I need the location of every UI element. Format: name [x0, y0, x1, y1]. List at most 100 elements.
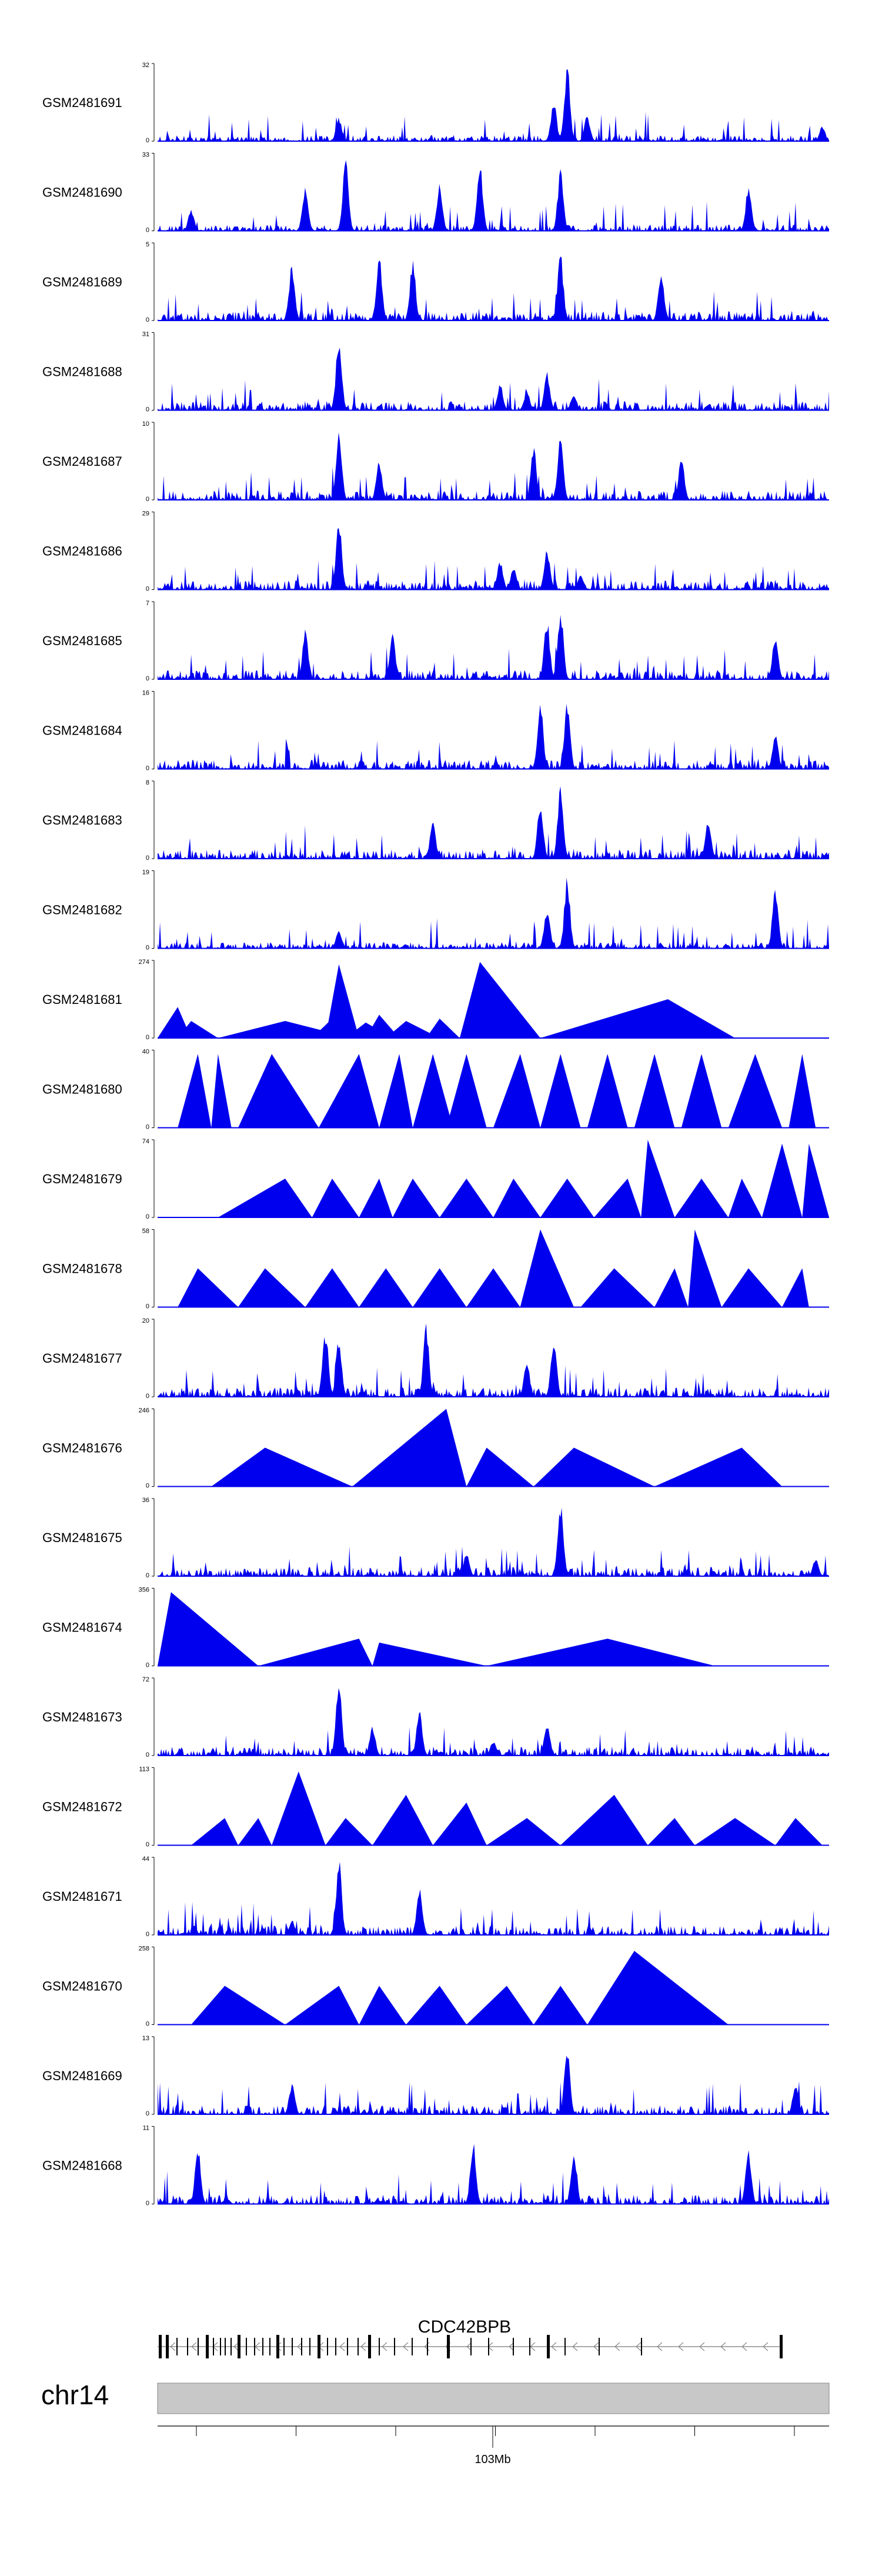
y-axis-min-label: 0	[146, 1841, 149, 1848]
y-axis-max-label: 7	[146, 600, 149, 607]
exon	[470, 2338, 472, 2355]
signal-region	[359, 1179, 393, 1217]
signal-region	[218, 1179, 312, 1217]
y-axis-max-label: 16	[142, 690, 149, 697]
strand-arrow	[339, 2342, 345, 2351]
exon	[335, 2338, 336, 2355]
y-axis-min-label: 0	[146, 675, 149, 682]
track-label: GSM2481677	[42, 1351, 122, 1366]
track-gsm2481669: GSM2481669 13 0	[42, 2035, 829, 2117]
exon	[187, 2338, 188, 2355]
signal-region	[641, 1140, 675, 1217]
track-label: GSM2481687	[42, 454, 122, 469]
exon	[269, 2338, 270, 2355]
y-axis-min-label: 0	[146, 316, 149, 323]
signal-area	[158, 69, 829, 141]
signal-region	[158, 1592, 259, 1666]
signal-area	[158, 1507, 829, 1576]
track-gsm2481689: GSM2481689 5 0	[42, 241, 829, 323]
y-axis-min-label: 0	[146, 1303, 149, 1310]
track-label: GSM2481682	[42, 903, 122, 917]
signal-region	[594, 1179, 642, 1217]
signal-region	[694, 1818, 776, 1846]
signal-region	[721, 1268, 783, 1307]
y-axis-max-label: 29	[142, 510, 149, 518]
track-label: GSM2481691	[42, 95, 122, 110]
strand-arrow	[191, 2342, 197, 2351]
strand-arrow	[551, 2342, 557, 2351]
signal-region	[412, 1268, 467, 1307]
strand-arrow	[699, 2342, 705, 2351]
track-gsm2481670: GSM2481670 258 0	[42, 1946, 829, 2028]
exon	[206, 2335, 209, 2358]
y-axis-max-label: 72	[142, 1676, 149, 1683]
signal-region	[466, 1447, 534, 1487]
exon	[301, 2338, 302, 2355]
strand-arrow	[763, 2342, 769, 2351]
gene-name-label: CDC42BPB	[418, 2317, 511, 2337]
exon	[254, 2338, 255, 2355]
signal-region	[533, 1447, 655, 1487]
track-gsm2481688: GSM2481688 31 0	[42, 331, 829, 413]
y-axis-max-label: 31	[142, 331, 149, 338]
exon	[529, 2338, 530, 2355]
signal-region	[446, 1054, 487, 1128]
track-label: GSM2481688	[42, 365, 122, 379]
signal-region	[520, 1229, 574, 1307]
exon	[379, 2338, 380, 2355]
signal-region	[372, 1794, 433, 1846]
track-gsm2481681: GSM2481681 274 0	[42, 959, 829, 1041]
y-axis-min-label: 0	[146, 1572, 149, 1579]
signal-region	[540, 1179, 594, 1217]
strand-arrow	[636, 2342, 642, 2351]
exon	[283, 2338, 285, 2355]
exon	[246, 2338, 247, 2355]
signal-region	[560, 1794, 648, 1846]
signal-area	[158, 2056, 829, 2114]
exon	[225, 2338, 226, 2355]
track-gsm2481671: GSM2481671 44 0	[42, 1856, 829, 1938]
chromosome-label: chr14	[41, 2380, 109, 2410]
exon	[230, 2338, 232, 2355]
genome-axis-tick-label: 103Mb	[475, 2453, 510, 2466]
strand-arrow	[403, 2342, 409, 2351]
signal-region	[493, 1054, 540, 1128]
signal-region	[238, 1268, 306, 1307]
exon	[547, 2335, 550, 2358]
track-gsm2481674: GSM2481674 356 0	[42, 1587, 829, 1669]
y-axis-max-label: 258	[139, 1946, 149, 1953]
y-axis-min-label: 0	[146, 2021, 149, 2028]
signal-region	[459, 962, 540, 1038]
track-gsm2481673: GSM2481673 72 0	[42, 1676, 829, 1759]
exon	[447, 2335, 450, 2358]
exon	[262, 2338, 263, 2355]
signal-region	[238, 1054, 319, 1128]
signal-region	[412, 1054, 453, 1128]
track-label: GSM2481675	[42, 1530, 122, 1545]
signal-region	[681, 1054, 722, 1128]
exon	[309, 2338, 310, 2355]
y-axis-max-label: 274	[139, 959, 149, 966]
strand-arrow	[741, 2342, 747, 2351]
track-label: GSM2481668	[42, 2158, 122, 2173]
y-axis-min-label: 0	[146, 227, 149, 234]
y-axis-min-label: 0	[146, 1483, 149, 1490]
signal-area	[158, 703, 829, 769]
track-label: GSM2481681	[42, 992, 122, 1007]
y-axis-max-label: 20	[142, 1317, 149, 1324]
track-gsm2481684: GSM2481684 16 0	[42, 690, 829, 772]
exon	[213, 2338, 214, 2355]
y-axis-min-label: 0	[146, 945, 149, 952]
signal-region	[426, 1019, 460, 1038]
signal-region	[486, 1639, 715, 1666]
signal-area	[158, 528, 829, 590]
track-gsm2481686: GSM2481686 29 0	[42, 510, 829, 593]
exon	[513, 2338, 514, 2355]
signal-region	[386, 1020, 440, 1038]
y-axis-min-label: 0	[146, 2200, 149, 2207]
track-label: GSM2481669	[42, 2068, 122, 2083]
signal-region	[493, 1179, 540, 1217]
strand-arrow	[233, 2342, 239, 2351]
signal-region	[312, 1179, 359, 1217]
signal-area	[158, 1861, 829, 1935]
